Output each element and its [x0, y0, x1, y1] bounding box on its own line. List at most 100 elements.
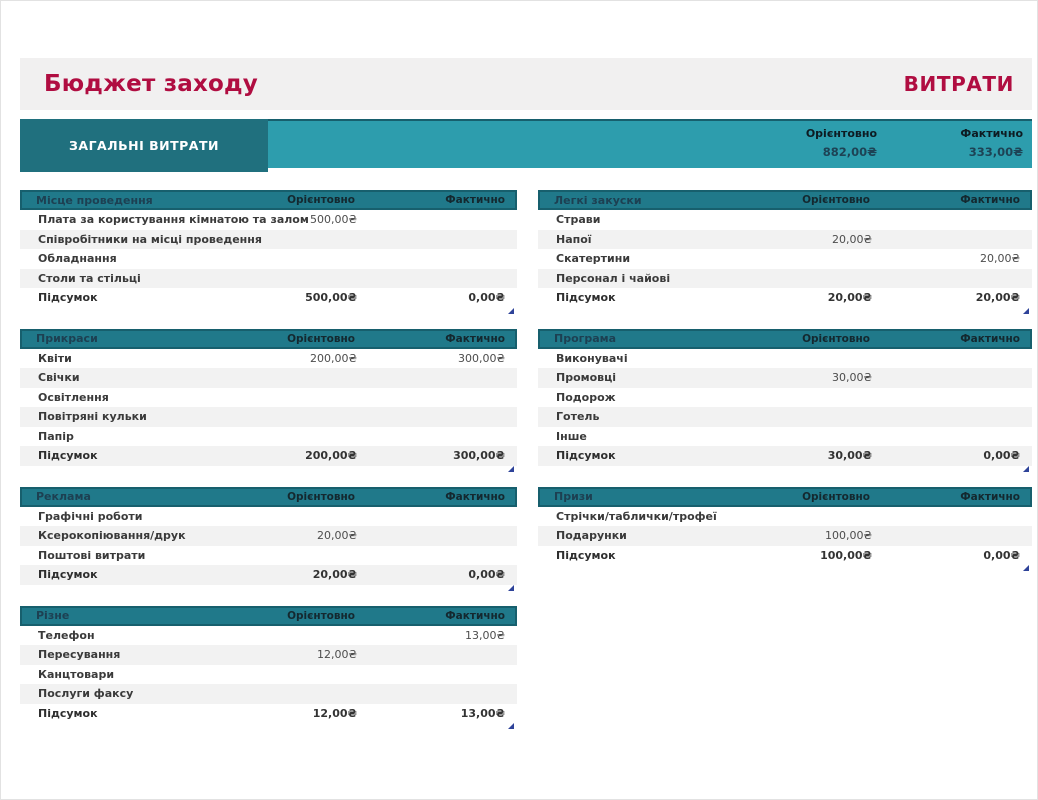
- estimated-value-cell[interactable]: 100,00₴: [824, 529, 872, 543]
- item-label-cell[interactable]: Плата за користування кімнатою та залом: [38, 213, 309, 227]
- total-label-cell[interactable]: Підсумок: [38, 706, 98, 720]
- item-label-cell[interactable]: Подарунки: [556, 529, 627, 543]
- total-actual-cell[interactable]: 13,00₴: [460, 706, 505, 720]
- total-estimated-cell[interactable]: 20,00₴: [827, 291, 872, 305]
- item-label-cell[interactable]: Поштові витрати: [38, 548, 146, 562]
- estimated-value-cell[interactable]: 200,00₴: [309, 351, 357, 365]
- item-row: Плата за користування кімнатою та залом 5…: [20, 210, 517, 230]
- item-row: Ксерокопіювання/друк 20,00₴: [20, 526, 517, 546]
- item-row: Свічки: [20, 368, 517, 388]
- table-header-row: Різне Орієнтовно Фактично: [20, 605, 517, 626]
- estimated-value-cell[interactable]: 20,00₴: [831, 232, 872, 246]
- item-row: Подарунки 100,00₴: [538, 526, 1032, 546]
- actual-column-header: Фактично: [445, 332, 505, 345]
- table-title: Легкі закуски: [554, 193, 642, 207]
- table-title: Прикраси: [36, 332, 98, 345]
- corner-flag-icon: [508, 723, 514, 729]
- item-label-cell[interactable]: Промовці: [556, 371, 617, 385]
- table-header-row: Місце проведення Орієнтовно Фактично: [20, 190, 517, 210]
- item-label-cell[interactable]: Пересування: [38, 648, 121, 662]
- item-row: Пересування 12,00₴: [20, 645, 517, 665]
- total-actual-cell[interactable]: 20,00₴: [975, 291, 1020, 305]
- title-band: Бюджет заходу ВИТРАТИ: [20, 58, 1032, 110]
- item-label-cell[interactable]: Стрічки/таблички/трофеї: [556, 509, 717, 523]
- total-row: Підсумок 30,00₴ 0,00₴: [538, 446, 1032, 466]
- estimated-value-cell[interactable]: 500,00₴: [309, 213, 357, 227]
- item-row: Стрічки/таблички/трофеї: [538, 506, 1032, 526]
- item-label-cell[interactable]: Освітлення: [38, 390, 109, 404]
- estimated-value-cell[interactable]: 20,00₴: [316, 529, 357, 543]
- budget-table: Програма Орієнтовно Фактично Виконувачі Пром…: [538, 328, 1032, 472]
- item-label-cell[interactable]: Столи та стільці: [38, 271, 141, 285]
- item-row: Канцтовари: [20, 664, 517, 684]
- item-label-cell[interactable]: Страви: [556, 213, 601, 227]
- tables-grid: Місце проведення Орієнтовно Фактично Плата …: [20, 190, 1032, 744]
- actual-value-cell[interactable]: 300,00₴: [457, 351, 505, 365]
- estimated-total-value[interactable]: 882,00₴: [822, 145, 877, 159]
- item-label-cell[interactable]: Папір: [38, 429, 74, 443]
- item-label-cell[interactable]: Послуги факсу: [38, 687, 134, 701]
- item-label-cell[interactable]: Скатертини: [556, 252, 631, 266]
- item-label-cell[interactable]: Графічні роботи: [38, 509, 143, 523]
- actual-total-value[interactable]: 333,00₴: [968, 145, 1023, 159]
- estimated-value-cell[interactable]: 12,00₴: [316, 648, 357, 662]
- total-label-cell[interactable]: Підсумок: [38, 568, 98, 582]
- item-label-cell[interactable]: Квіти: [38, 351, 72, 365]
- total-row: Підсумок 20,00₴ 0,00₴: [20, 565, 517, 585]
- estimated-column-header: Орієнтовно: [287, 490, 355, 503]
- item-label-cell[interactable]: Обладнання: [38, 252, 117, 266]
- item-label-cell[interactable]: Свічки: [38, 371, 80, 385]
- actual-value-cell[interactable]: 13,00₴: [464, 628, 505, 642]
- total-actual-cell[interactable]: 0,00₴: [468, 291, 505, 305]
- corner-flag-icon: [508, 465, 514, 472]
- table-header-row: Легкі закуски Орієнтовно Фактично: [538, 190, 1032, 210]
- item-label-cell[interactable]: Виконувачі: [556, 351, 628, 365]
- table-header-row: Реклама Орієнтовно Фактично: [20, 486, 517, 507]
- total-estimated-cell[interactable]: 30,00₴: [827, 449, 872, 463]
- item-row: Телефон 13,00₴: [20, 625, 517, 645]
- actual-column-header: Фактично: [960, 194, 1020, 206]
- item-row: Інше: [538, 426, 1032, 446]
- total-label-cell[interactable]: Підсумок: [556, 449, 616, 463]
- total-label-cell[interactable]: Підсумок: [556, 291, 616, 305]
- total-label-cell[interactable]: Підсумок: [556, 548, 616, 562]
- item-label-cell[interactable]: Канцтовари: [38, 667, 115, 681]
- total-row: Підсумок 500,00₴ 0,00₴: [20, 288, 517, 308]
- item-label-cell[interactable]: Співробітники на місці проведення: [38, 232, 262, 246]
- budget-table: Легкі закуски Орієнтовно Фактично Страви Нап…: [538, 190, 1032, 314]
- item-label-cell[interactable]: Готель: [556, 410, 600, 424]
- total-estimated-cell[interactable]: 12,00₴: [312, 706, 357, 720]
- estimated-value-cell[interactable]: 30,00₴: [831, 371, 872, 385]
- total-estimated-cell[interactable]: 200,00₴: [305, 449, 357, 463]
- total-actual-cell[interactable]: 0,00₴: [468, 568, 505, 582]
- budget-table: Місце проведення Орієнтовно Фактично Плата …: [20, 190, 517, 314]
- estimated-column-header: Орієнтовно: [287, 194, 355, 206]
- item-row: Співробітники на місці проведення: [20, 229, 517, 249]
- total-actual-cell[interactable]: 300,00₴: [453, 449, 505, 463]
- right-column: Легкі закуски Орієнтовно Фактично Страви Нап…: [538, 190, 1032, 586]
- item-row: Освітлення: [20, 387, 517, 407]
- total-estimated-cell[interactable]: 500,00₴: [305, 291, 357, 305]
- total-row: Підсумок 12,00₴ 13,00₴: [20, 703, 517, 723]
- estimated-column-header: Орієнтовно: [802, 490, 870, 503]
- corner-flag-icon: [1023, 565, 1029, 571]
- item-label-cell[interactable]: Напої: [556, 232, 592, 246]
- sheet-label: ВИТРАТИ: [903, 72, 1014, 96]
- total-label-cell[interactable]: Підсумок: [38, 449, 98, 463]
- estimated-column-header: Орієнтовно: [802, 194, 870, 206]
- total-label-cell[interactable]: Підсумок: [38, 291, 98, 305]
- item-label-cell[interactable]: Телефон: [38, 628, 95, 642]
- table-header-row: Програма Орієнтовно Фактично: [538, 328, 1032, 349]
- item-label-cell[interactable]: Персонал і чайові: [556, 271, 671, 285]
- item-label-cell[interactable]: Ксерокопіювання/друк: [38, 529, 186, 543]
- total-estimated-cell[interactable]: 20,00₴: [312, 568, 357, 582]
- total-estimated-cell[interactable]: 100,00₴: [820, 548, 872, 562]
- item-label-cell[interactable]: Інше: [556, 429, 587, 443]
- total-actual-cell[interactable]: 0,00₴: [983, 548, 1020, 562]
- actual-column-header: Фактично: [445, 490, 505, 503]
- total-actual-cell[interactable]: 0,00₴: [983, 449, 1020, 463]
- item-label-cell[interactable]: Повітряні кульки: [38, 410, 147, 424]
- item-row: Скатертини 20,00₴: [538, 249, 1032, 269]
- item-label-cell[interactable]: Подорож: [556, 390, 616, 404]
- actual-value-cell[interactable]: 20,00₴: [979, 252, 1020, 266]
